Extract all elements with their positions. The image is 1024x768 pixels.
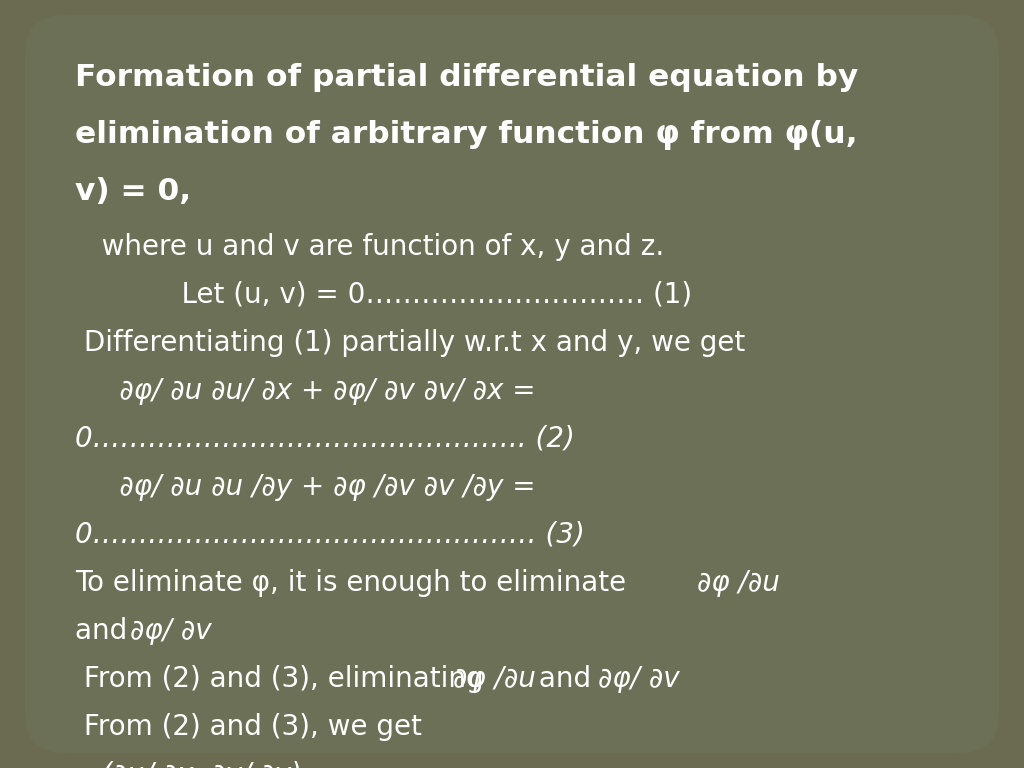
Text: and: and	[75, 617, 136, 645]
Text: Formation of partial differential equation by: Formation of partial differential equati…	[75, 63, 858, 92]
Text: ∂φ/ ∂v: ∂φ/ ∂v	[598, 665, 680, 693]
Text: v) = 0,: v) = 0,	[75, 177, 191, 206]
Text: ∂φ/ ∂u ∂u /∂y + ∂φ /∂v ∂v /∂y =: ∂φ/ ∂u ∂u /∂y + ∂φ /∂v ∂v /∂y =	[75, 473, 536, 501]
FancyBboxPatch shape	[25, 15, 999, 753]
Text: ∂φ /∂u: ∂φ /∂u	[697, 569, 780, 597]
Text: and: and	[530, 665, 600, 693]
Text: 0………………………………………… (3): 0………………………………………… (3)	[75, 521, 585, 549]
Text: Differentiating (1) partially w.r.t x and y, we get: Differentiating (1) partially w.r.t x an…	[75, 329, 745, 357]
Text: Let (u, v) = 0………………………… (1): Let (u, v) = 0………………………… (1)	[75, 281, 692, 309]
Text: From (2) and (3), we get: From (2) and (3), we get	[75, 713, 422, 741]
Text: ∂φ /∂u: ∂φ /∂u	[453, 665, 536, 693]
Text: ∂φ/ ∂v: ∂φ/ ∂v	[130, 617, 212, 645]
Text: ∂φ/ ∂u ∂u/ ∂x + ∂φ/ ∂v ∂v/ ∂x =: ∂φ/ ∂u ∂u/ ∂x + ∂φ/ ∂v ∂v/ ∂x =	[75, 377, 536, 405]
Text: where u and v are function of x, y and z.: where u and v are function of x, y and z…	[75, 233, 665, 261]
Text: To eliminate φ, it is enough to eliminate: To eliminate φ, it is enough to eliminat…	[75, 569, 635, 597]
Text: (∂u/ ∂x  ∂v/ ∂y): (∂u/ ∂x ∂v/ ∂y)	[75, 761, 302, 768]
Text: elimination of arbitrary function φ from φ(u,: elimination of arbitrary function φ from…	[75, 120, 858, 150]
Text: From (2) and (3), eliminating: From (2) and (3), eliminating	[75, 665, 493, 693]
Text: 0……………………………………….. (2): 0……………………………………….. (2)	[75, 425, 574, 453]
